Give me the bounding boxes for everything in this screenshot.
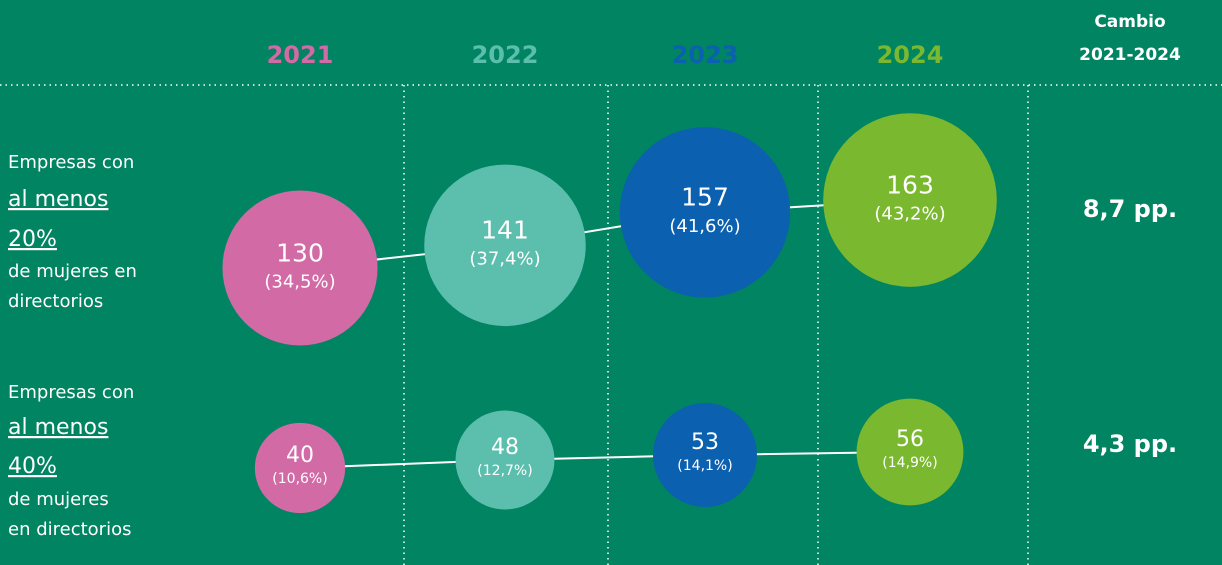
bubble-percent: (14,1%) bbox=[677, 458, 732, 474]
row-label-emphasis: 20% bbox=[8, 227, 57, 252]
bubble-value: 48 bbox=[491, 435, 519, 460]
row-label: Empresas con bbox=[8, 152, 134, 173]
year-label: 2024 bbox=[877, 41, 944, 69]
row-label-emphasis: al menos bbox=[8, 187, 108, 212]
change-header: Cambio bbox=[1094, 12, 1165, 32]
row-label-emphasis: al menos bbox=[8, 415, 108, 440]
bubble-percent: (12,7%) bbox=[477, 463, 532, 479]
bubble-value: 130 bbox=[276, 238, 324, 267]
bubble-percent: (41,6%) bbox=[669, 216, 740, 237]
bubble-percent: (37,4%) bbox=[469, 249, 540, 270]
bubble bbox=[856, 398, 964, 506]
bubble-value: 56 bbox=[896, 427, 924, 452]
bubble bbox=[653, 403, 757, 507]
bubble bbox=[823, 113, 997, 287]
bubble bbox=[455, 410, 555, 510]
year-label: 2023 bbox=[672, 41, 739, 69]
bubble-value: 53 bbox=[691, 430, 719, 455]
bubble-value: 157 bbox=[681, 183, 729, 212]
row-label: directorios bbox=[8, 291, 103, 312]
change-header: 2021-2024 bbox=[1079, 45, 1181, 65]
connector-line bbox=[299, 199, 911, 269]
bubble bbox=[619, 127, 791, 298]
row-label: en directorios bbox=[8, 519, 131, 540]
bubble bbox=[254, 422, 346, 514]
change-value: 8,7 pp. bbox=[1083, 195, 1177, 223]
bubble-percent: (34,5%) bbox=[264, 271, 335, 292]
bubble-value: 163 bbox=[886, 170, 934, 199]
year-label: 2021 bbox=[267, 41, 334, 69]
bubble-percent: (10,6%) bbox=[272, 471, 327, 487]
row-label: Empresas con bbox=[8, 382, 134, 403]
bubble-percent: (43,2%) bbox=[874, 203, 945, 224]
bubble-value: 40 bbox=[286, 443, 314, 468]
row-label: de mujeres bbox=[8, 489, 109, 510]
bubble bbox=[222, 190, 378, 346]
row-label-emphasis: 40% bbox=[8, 454, 57, 479]
row-label: de mujeres en bbox=[8, 261, 137, 282]
bubble-percent: (14,9%) bbox=[882, 455, 937, 471]
bubble-value: 141 bbox=[481, 216, 529, 245]
bubble bbox=[424, 164, 586, 327]
year-label: 2022 bbox=[472, 41, 539, 69]
change-value: 4,3 pp. bbox=[1083, 430, 1177, 458]
connector-line bbox=[299, 451, 911, 469]
